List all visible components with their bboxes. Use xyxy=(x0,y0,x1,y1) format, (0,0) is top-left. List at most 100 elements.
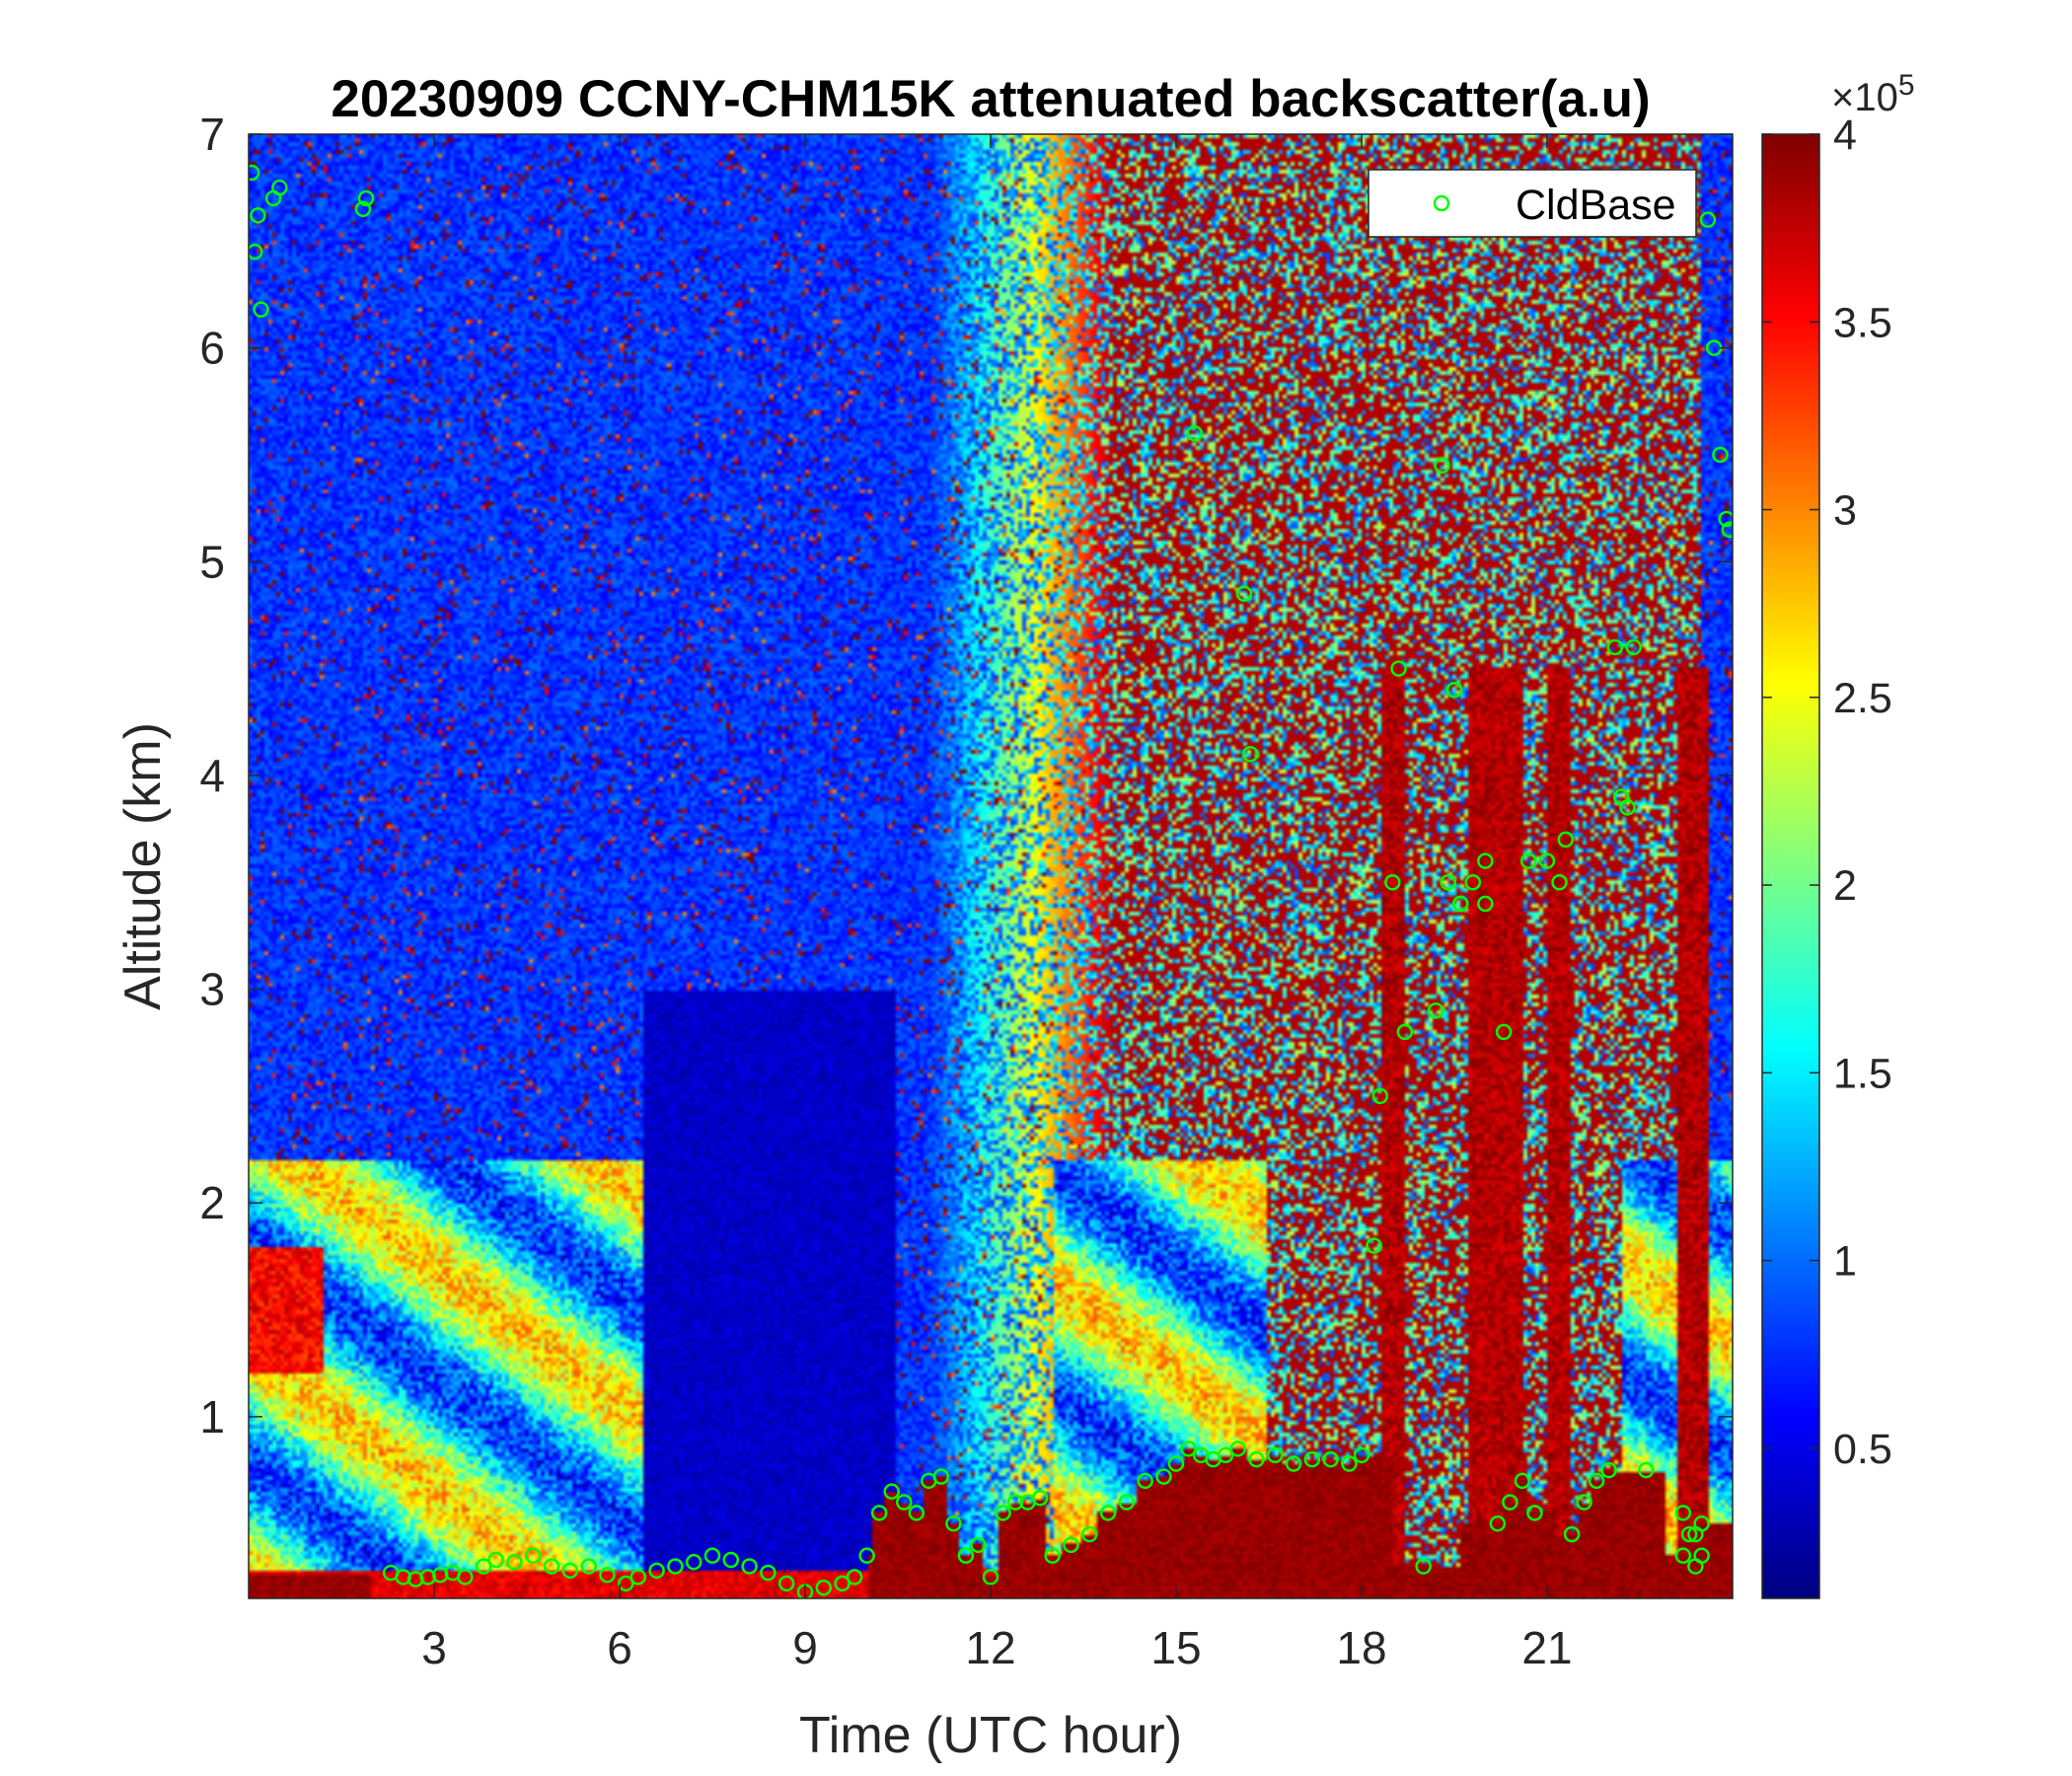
cldbase-point xyxy=(543,1558,560,1575)
cldbase-point xyxy=(1502,1494,1518,1511)
cldbase-point xyxy=(271,179,288,196)
cldbase-point xyxy=(1006,1494,1024,1511)
cldbase-point xyxy=(1576,1494,1592,1511)
cldbase-point xyxy=(648,1562,665,1580)
cldbase-point xyxy=(1693,1547,1710,1564)
cldbase-point xyxy=(1415,1558,1432,1575)
plot-area xyxy=(249,134,1733,1598)
cldbase-point xyxy=(1155,1468,1172,1485)
cldbase-point xyxy=(1619,799,1636,816)
cldbase-point xyxy=(815,1579,833,1596)
cldbase-point xyxy=(580,1558,597,1575)
cldbase-point xyxy=(249,164,260,182)
cldbase-point xyxy=(1445,682,1463,699)
cldbase-point xyxy=(1712,446,1729,464)
cldbase-point xyxy=(741,1558,758,1575)
x-tick-label: 6 xyxy=(607,1622,632,1673)
cldbase-point xyxy=(1514,1472,1531,1490)
cldbase-point xyxy=(1322,1450,1339,1468)
cldbase-point xyxy=(834,1575,851,1592)
cldbase-point xyxy=(599,1566,616,1584)
cldbase-point xyxy=(970,1536,987,1554)
legend-marker xyxy=(1433,194,1450,212)
cldbase-point xyxy=(1551,873,1568,891)
y-tick-label: 5 xyxy=(199,536,225,587)
cldbase-point xyxy=(249,243,263,260)
colorbar-tick-label: 1 xyxy=(1833,1238,1857,1286)
legend: CldBase xyxy=(1368,169,1697,238)
cldbase-point xyxy=(1427,1001,1444,1019)
cldbase-point xyxy=(1519,852,1537,869)
cldbase-point xyxy=(1063,1536,1079,1554)
cldbase-point xyxy=(1186,425,1204,442)
cldbase-point xyxy=(1248,1450,1265,1468)
colorbar-tick-label: 3.5 xyxy=(1833,299,1892,346)
cldbase-markers xyxy=(249,164,1733,1598)
cldbase-point xyxy=(475,1558,492,1575)
cldbase-point xyxy=(1721,521,1733,539)
cldbase-point xyxy=(1137,1472,1153,1490)
cldbase-point xyxy=(883,1483,900,1500)
cldbase-point xyxy=(1217,1446,1234,1464)
cldbase-point xyxy=(250,207,266,224)
cldbase-point xyxy=(253,301,269,318)
cldbase-point xyxy=(1031,1489,1049,1507)
cldbase-point xyxy=(1452,895,1469,913)
cldbase-point xyxy=(858,1547,875,1564)
cldbase-point xyxy=(1366,1237,1382,1254)
cldbase-point xyxy=(618,1575,634,1592)
colorbar-tick-label: 1.5 xyxy=(1833,1050,1892,1097)
x-tick-label: 12 xyxy=(965,1622,1015,1673)
cldbase-point xyxy=(1557,831,1575,849)
cldbase-point xyxy=(1638,1461,1655,1479)
cldbase-point xyxy=(1440,873,1456,891)
cldbase-point xyxy=(487,1551,504,1569)
colorbar-tick-label: 2 xyxy=(1833,862,1857,910)
cldbase-point xyxy=(1489,1515,1507,1532)
cldbase-point xyxy=(354,200,372,218)
cldbase-point xyxy=(561,1562,579,1580)
y-tick-label: 3 xyxy=(199,964,225,1015)
cldbase-point xyxy=(1563,1525,1581,1543)
cldbase-point xyxy=(896,1494,913,1511)
x-tick-label: 21 xyxy=(1521,1622,1572,1673)
cldbase-point xyxy=(1434,457,1450,475)
cldbase-point xyxy=(457,1569,474,1586)
legend-entry-cldbase: CldBase xyxy=(1516,182,1676,229)
cldbase-point xyxy=(1477,895,1494,913)
x-tick-label: 9 xyxy=(792,1622,818,1673)
cldbase-point xyxy=(1081,1525,1098,1543)
cldbase-point xyxy=(957,1547,975,1564)
cldbase-point xyxy=(1606,638,1624,656)
cldbase-point xyxy=(1464,873,1482,891)
backscatter-heatmap xyxy=(249,134,1733,1598)
cldbase-point xyxy=(908,1505,925,1521)
cldbase-point xyxy=(1625,638,1642,656)
cldbase-point xyxy=(525,1547,542,1564)
cldbase-point xyxy=(1699,211,1717,228)
cldbase-point xyxy=(506,1553,523,1571)
cldbase-point xyxy=(1396,1023,1414,1041)
colorbar-tick-label: 2.5 xyxy=(1833,675,1892,722)
cldbase-point xyxy=(1303,1450,1321,1468)
cldbase-point xyxy=(777,1575,795,1592)
y-tick-label: 4 xyxy=(199,750,225,801)
y-tick-label: 6 xyxy=(199,323,225,374)
colorbar-tick-label: 3 xyxy=(1833,487,1857,535)
legend-box xyxy=(1368,169,1697,238)
cldbase-point xyxy=(995,1505,1011,1521)
y-axis-ticks: 1 2 3 4 5 6 7 xyxy=(199,109,1733,1443)
cldbase-point xyxy=(945,1515,962,1532)
cldbase-point xyxy=(1353,1446,1370,1464)
colorbar-exponent: ×105 xyxy=(1831,69,1915,119)
cldbase-point xyxy=(1600,1461,1617,1479)
cldbase-point xyxy=(1341,1455,1358,1472)
cldbase-point xyxy=(1118,1494,1136,1511)
cldbase-point xyxy=(1235,585,1253,603)
cldbase-point xyxy=(667,1558,684,1575)
cldbase-point xyxy=(722,1551,740,1569)
y-axis-label: Altitude (km) xyxy=(114,722,172,1010)
cldbase-point xyxy=(870,1505,888,1521)
colorbar-tick-label: 4 xyxy=(1833,111,1857,159)
cldbase-point xyxy=(1099,1505,1117,1521)
